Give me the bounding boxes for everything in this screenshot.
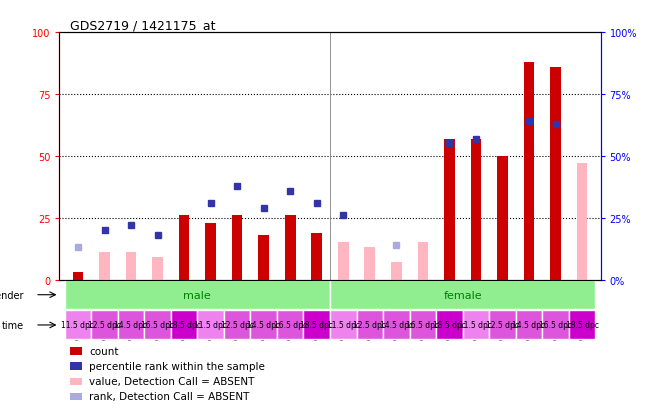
Bar (152, 258, 163, 280)
Bar (330, 311, 356, 339)
Text: 12.5 dpc: 12.5 dpc (486, 320, 519, 330)
Text: 14.5 dpc: 14.5 dpc (379, 320, 413, 330)
Text: 18.5 dpc: 18.5 dpc (566, 320, 599, 330)
Text: 16.5 dpc: 16.5 dpc (274, 320, 307, 330)
Text: 12.5 dpc: 12.5 dpc (353, 320, 386, 330)
Bar (463, 311, 489, 339)
Bar (171, 311, 197, 339)
Bar (523, 63, 535, 280)
Bar (543, 311, 569, 339)
Bar (312, 233, 322, 280)
Text: 11.5 dpc: 11.5 dpc (327, 320, 360, 330)
Bar (117, 311, 145, 339)
Bar (436, 311, 463, 339)
Bar (70, 363, 82, 370)
Bar (65, 280, 330, 309)
Text: rank, Detection Call = ABSENT: rank, Detection Call = ABSENT (89, 392, 249, 401)
Bar (205, 223, 216, 280)
Text: 11.5 dpc: 11.5 dpc (459, 320, 492, 330)
Text: 18.5 dpc: 18.5 dpc (433, 320, 466, 330)
Bar (569, 311, 595, 339)
Text: 11.5 dpc: 11.5 dpc (194, 320, 227, 330)
Text: percentile rank within the sample: percentile rank within the sample (89, 361, 265, 371)
Text: 12.5 dpc: 12.5 dpc (88, 320, 121, 330)
Text: count: count (89, 346, 119, 356)
Bar (91, 311, 117, 339)
Bar (489, 311, 515, 339)
Bar (65, 311, 91, 339)
Bar (550, 68, 561, 280)
Text: 14.5 dpc: 14.5 dpc (114, 320, 148, 330)
Text: gender: gender (0, 290, 24, 300)
Bar (356, 311, 383, 339)
Bar (179, 216, 189, 280)
Bar (145, 311, 171, 339)
Bar (232, 216, 242, 280)
Bar (418, 243, 428, 280)
Bar (250, 311, 277, 339)
Text: 16.5 dpc: 16.5 dpc (407, 320, 440, 330)
Text: value, Detection Call = ABSENT: value, Detection Call = ABSENT (89, 376, 255, 386)
Bar (497, 157, 508, 280)
Bar (224, 311, 250, 339)
Bar (338, 243, 348, 280)
Text: time: time (2, 320, 24, 330)
Text: female: female (444, 290, 482, 300)
Text: GDS2719 / 1421175_at: GDS2719 / 1421175_at (70, 19, 216, 32)
Text: 18.5 dpc: 18.5 dpc (168, 320, 201, 330)
Text: male: male (183, 290, 211, 300)
Bar (471, 139, 481, 280)
Bar (444, 139, 455, 280)
Text: 16.5 dpc: 16.5 dpc (539, 320, 572, 330)
Bar (577, 164, 587, 280)
Bar (70, 347, 82, 355)
Bar (99, 253, 110, 280)
Bar (285, 216, 296, 280)
Text: 12.5 dpc: 12.5 dpc (220, 320, 253, 330)
Bar (70, 393, 82, 400)
Text: 16.5 dpc: 16.5 dpc (141, 320, 174, 330)
Text: 18.5 dpc: 18.5 dpc (300, 320, 333, 330)
Bar (364, 248, 375, 280)
Bar (410, 311, 436, 339)
Bar (277, 311, 304, 339)
Bar (515, 311, 543, 339)
Bar (197, 311, 224, 339)
Bar (125, 253, 137, 280)
Bar (304, 311, 330, 339)
Text: 14.5 dpc: 14.5 dpc (247, 320, 280, 330)
Bar (330, 280, 595, 309)
Bar (258, 235, 269, 280)
Text: 14.5 dpc: 14.5 dpc (512, 320, 546, 330)
Text: 11.5 dpc: 11.5 dpc (61, 320, 94, 330)
Bar (70, 377, 82, 385)
Bar (383, 311, 410, 339)
Bar (391, 263, 402, 280)
Bar (73, 273, 83, 280)
